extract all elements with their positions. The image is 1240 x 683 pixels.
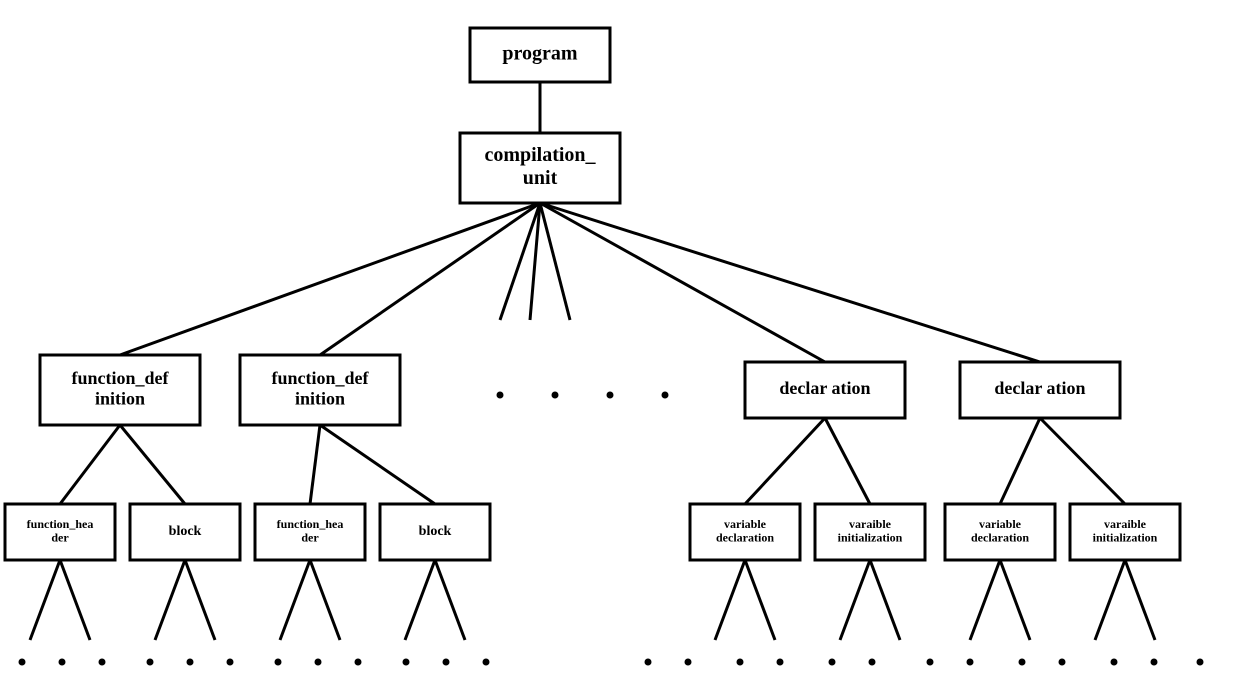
tree-node-fhdr1: function_header	[5, 504, 115, 560]
ellipsis-dot	[1059, 659, 1066, 666]
ellipsis-dot	[927, 659, 934, 666]
ellipsis-dot	[59, 659, 66, 666]
tree-node-fhdr2: function_header	[255, 504, 365, 560]
ellipsis-dot	[99, 659, 106, 666]
tree-edge	[540, 203, 1040, 362]
ellipsis-dot	[483, 659, 490, 666]
ellipsis-dot	[737, 659, 744, 666]
tree-node-label: function_def	[71, 368, 169, 388]
tree-node-label: block	[419, 524, 452, 539]
ellipsis-dot	[355, 659, 362, 666]
tree-edge-leaf	[405, 560, 435, 640]
tree-edge	[120, 203, 540, 355]
tree-node-vdecl2: variabledeclaration	[945, 504, 1055, 560]
tree-edge-leaf	[870, 560, 900, 640]
tree-node-label: declaration	[716, 531, 774, 545]
tree-node-vinit1: varaibleinitialization	[815, 504, 925, 560]
tree-edge	[1000, 418, 1040, 504]
ellipsis-dot	[552, 392, 559, 399]
ellipsis-dot	[967, 659, 974, 666]
ellipsis-dot	[829, 659, 836, 666]
tree-node-label: function_hea	[277, 517, 344, 531]
ellipsis-dot	[315, 659, 322, 666]
tree-edge	[60, 425, 120, 504]
ellipsis-dot	[1111, 659, 1118, 666]
ellipsis-dot	[777, 659, 784, 666]
tree-node-label: initialization	[838, 531, 903, 545]
tree-edge	[320, 203, 540, 355]
tree-node-label: block	[169, 524, 202, 539]
tree-edge-leaf	[155, 560, 185, 640]
tree-node-decl2: declar ation	[960, 362, 1120, 418]
tree-edge-leaf	[745, 560, 775, 640]
tree-node-fdef2: function_definition	[240, 355, 400, 425]
ellipsis-dot	[187, 659, 194, 666]
tree-node-label: variable	[979, 517, 1022, 531]
tree-node-label: compilation_	[484, 144, 596, 166]
parse-tree-diagram: programcompilation_unitfunction_definiti…	[0, 0, 1240, 683]
tree-node-label: unit	[523, 167, 558, 189]
tree-edge-leaf	[1000, 560, 1030, 640]
tree-node-vinit2: varaibleinitialization	[1070, 504, 1180, 560]
ellipsis-dot	[1197, 659, 1204, 666]
tree-edge	[540, 203, 825, 362]
ellipsis-dot	[869, 659, 876, 666]
ellipsis-dot	[645, 659, 652, 666]
tree-edge-leaf	[435, 560, 465, 640]
tree-node-block1: block	[130, 504, 240, 560]
ellipsis-dot	[443, 659, 450, 666]
tree-edge-leaf	[970, 560, 1000, 640]
tree-node-label: der	[301, 531, 319, 545]
tree-node-label: function_hea	[27, 517, 94, 531]
tree-edge	[310, 425, 320, 504]
ellipsis-dot	[275, 659, 282, 666]
ellipsis-dot	[1151, 659, 1158, 666]
tree-node-block2: block	[380, 504, 490, 560]
tree-node-vdecl1: variabledeclaration	[690, 504, 800, 560]
tree-edge-leaf	[715, 560, 745, 640]
tree-edge	[745, 418, 825, 504]
ellipsis-dot	[497, 392, 504, 399]
tree-node-label: varaible	[1104, 517, 1147, 531]
tree-node-label: declar ation	[994, 378, 1085, 398]
ellipsis-dot	[685, 659, 692, 666]
ellipsis-dot	[147, 659, 154, 666]
tree-node-program: program	[470, 28, 610, 82]
tree-node-compilation_unit: compilation_unit	[460, 133, 620, 203]
ellipsis-dot	[607, 392, 614, 399]
tree-node-label: varaible	[849, 517, 892, 531]
tree-edge	[320, 425, 435, 504]
tree-node-label: der	[51, 531, 69, 545]
tree-node-label: variable	[724, 517, 767, 531]
tree-edge	[825, 418, 870, 504]
tree-node-label: function_def	[271, 368, 369, 388]
tree-edge-leaf	[30, 560, 60, 640]
ellipsis-dot	[227, 659, 234, 666]
tree-node-label: program	[502, 43, 578, 65]
tree-node-label: declar ation	[779, 378, 870, 398]
tree-node-label: inition	[295, 388, 345, 408]
tree-edge-leaf	[280, 560, 310, 640]
ellipsis-dot	[19, 659, 26, 666]
tree-node-fdef1: function_definition	[40, 355, 200, 425]
tree-node-label: initialization	[1093, 531, 1158, 545]
tree-edge-leaf	[840, 560, 870, 640]
tree-edge-leaf	[60, 560, 90, 640]
tree-edge-leaf	[1095, 560, 1125, 640]
tree-edge-leaf	[185, 560, 215, 640]
tree-node-label: declaration	[971, 531, 1029, 545]
tree-edge-leaf	[310, 560, 340, 640]
tree-node-decl1: declar ation	[745, 362, 905, 418]
ellipsis-dot	[403, 659, 410, 666]
ellipsis-dot	[1019, 659, 1026, 666]
tree-edge	[120, 425, 185, 504]
ellipsis-dot	[662, 392, 669, 399]
tree-node-label: inition	[95, 388, 145, 408]
tree-edge	[1040, 418, 1125, 504]
tree-edge-leaf	[1125, 560, 1155, 640]
tree-edge-dangling	[540, 203, 570, 320]
